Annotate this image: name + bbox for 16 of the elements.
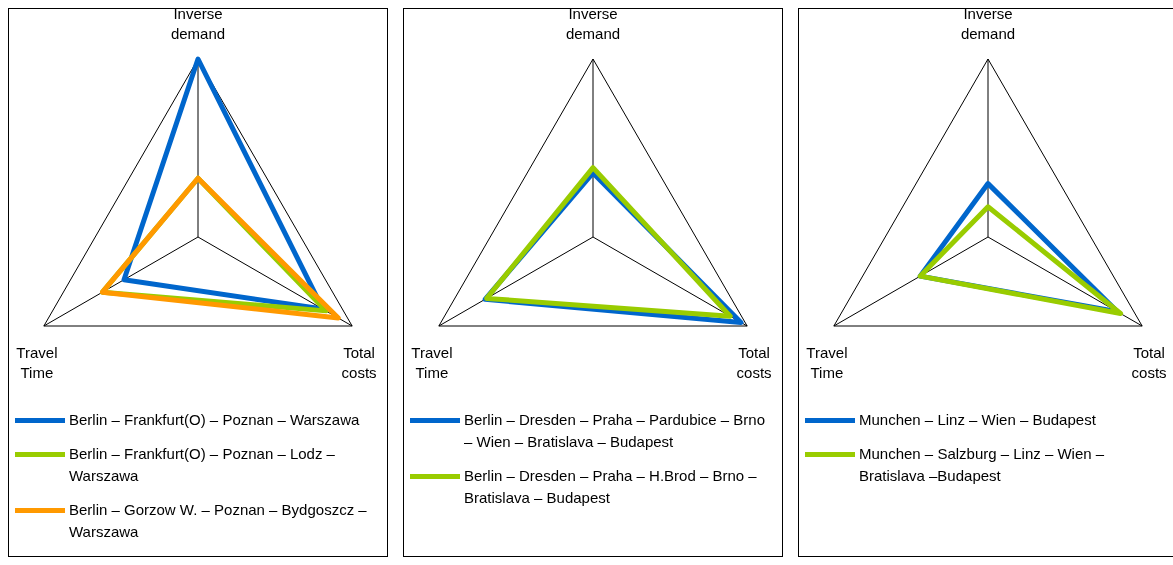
legend-label: Berlin – Gorzow W. – Poznan – Bydgoszcz – Warszawa	[69, 500, 368, 542]
spoke-label: Total costs	[341, 344, 377, 381]
legend-label: Berlin – Dresden – Praha – Pardubice – Brno – Wien – Bratislava – Budapest	[464, 410, 766, 452]
legend-label: Berlin – Dresden – Praha – H.Brod – Brno – Bratislava – Budapest	[464, 466, 758, 508]
spoke-label: Total costs	[1131, 344, 1167, 381]
spoke-label: Inverse demand	[170, 5, 226, 42]
legend-label: Munchen – Salzburg – Linz – Wien – Bratislava –Budapest	[859, 444, 1106, 486]
spoke-label: Travel Time	[806, 344, 848, 381]
spoke-label: Total costs	[736, 344, 772, 381]
spoke-label: Inverse demand	[960, 5, 1016, 42]
spoke-label: Travel Time	[16, 344, 58, 381]
legend-label: Munchen – Linz – Wien – Budapest	[859, 410, 1096, 430]
legend-label: Berlin – Frankfurt(O) – Poznan – Warszawa	[69, 410, 360, 430]
spoke-label: Travel Time	[411, 344, 453, 381]
spoke-label: Inverse demand	[565, 5, 621, 42]
legend-label: Berlin – Frankfurt(O) – Poznan – Lodz – Warszawa	[69, 444, 336, 486]
